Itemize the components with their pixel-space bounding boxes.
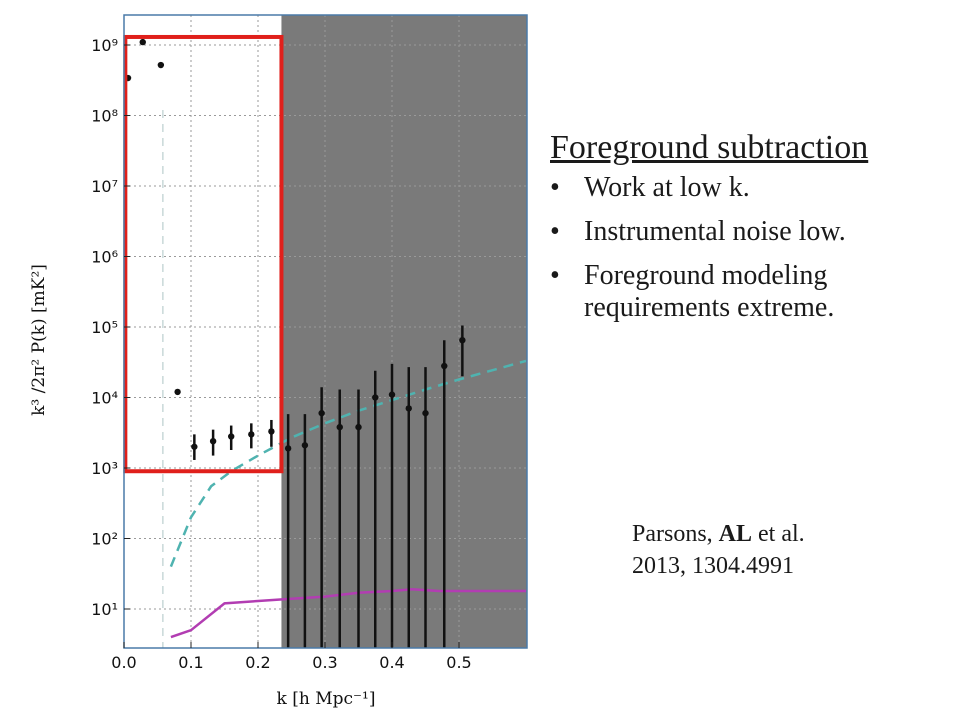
- data-point: [284, 445, 292, 452]
- y-tick-label: 10⁴: [91, 389, 118, 408]
- data-point: [441, 362, 448, 370]
- citation: Parsons, AL et al. 2013, 1304.4991: [632, 518, 805, 582]
- citation-line-2: 2013, 1304.4991: [632, 553, 794, 579]
- x-tick-label: 0.5: [446, 653, 471, 672]
- bullet-item: • Work at low k.: [548, 172, 948, 204]
- bullet-item: • Instrumental noise low.: [548, 216, 948, 248]
- data-point: [157, 61, 165, 69]
- data-point: [336, 423, 343, 431]
- dashed-model-line: [169, 359, 527, 568]
- data-point: [388, 391, 396, 398]
- data-point: [174, 388, 181, 396]
- y-tick-label: 10⁹: [91, 36, 118, 55]
- x-tick-label: 0.4: [379, 653, 404, 672]
- plot-area: [123, 15, 527, 648]
- bullet-text: Work at low k.: [584, 172, 750, 203]
- highlight-box: [123, 34, 284, 474]
- data-point: [268, 428, 275, 435]
- x-tick-label: 0.1: [178, 653, 203, 672]
- bullet-dot-icon: •: [550, 216, 560, 247]
- slide-text-panel: Foreground subtraction • Work at low k. •…: [548, 128, 948, 336]
- data-point: [422, 409, 429, 417]
- data-point: [228, 433, 235, 440]
- data-point: [405, 405, 412, 412]
- data-point: [191, 443, 198, 450]
- y-tick-label: 10³: [91, 459, 118, 478]
- bullet-dot-icon: •: [550, 172, 560, 203]
- data-point: [139, 38, 146, 46]
- data-point: [459, 336, 466, 344]
- y-tick-label: 10⁸: [91, 107, 118, 126]
- x-tick-label: 0.2: [245, 653, 270, 672]
- bullet-text: Instrumental noise low.: [584, 216, 846, 247]
- citation-line-1: Parsons, AL et al.: [632, 518, 805, 550]
- y-axis-label: k³ /2π² P(k) [mK²]: [29, 264, 49, 416]
- data-point: [318, 409, 325, 417]
- citation-etal: et al.: [752, 521, 805, 547]
- x-tick-label: 0.0: [111, 653, 136, 672]
- axes: 0.0 0.1 0.2 0.3 0.4 0.5 10¹ 10² 10³ 10⁴ 10⁵ 10⁶ 10⁷ 1…: [91, 14, 528, 672]
- data-point: [372, 394, 379, 401]
- citation-author-initials: AL: [718, 521, 753, 547]
- citation-author: Parsons,: [632, 521, 719, 547]
- bullet-item: • Foreground modeling requirements extrem…: [548, 260, 948, 324]
- y-tick-label: 10⁶: [91, 248, 118, 267]
- data-point: [301, 442, 309, 449]
- y-tick-label: 10⁷: [91, 177, 118, 196]
- bullet-dot-icon: •: [550, 260, 560, 291]
- data-point: [209, 437, 217, 445]
- y-tick-label: 10⁵: [91, 318, 118, 337]
- shaded-region: [281, 15, 527, 648]
- bullet-text: Foreground modeling requirements extreme…: [584, 260, 835, 323]
- y-tick-label: 10¹: [91, 600, 118, 619]
- slide-heading: Foreground subtraction: [550, 129, 869, 166]
- x-tick-label: 0.3: [312, 653, 337, 672]
- data-point: [248, 431, 255, 438]
- y-tick-label: 10²: [91, 530, 118, 549]
- data-point: [355, 423, 362, 431]
- x-axis-label: k [h Mpc⁻¹]: [277, 689, 376, 709]
- bullet-list: • Work at low k. • Instrumental noise low.…: [548, 172, 948, 324]
